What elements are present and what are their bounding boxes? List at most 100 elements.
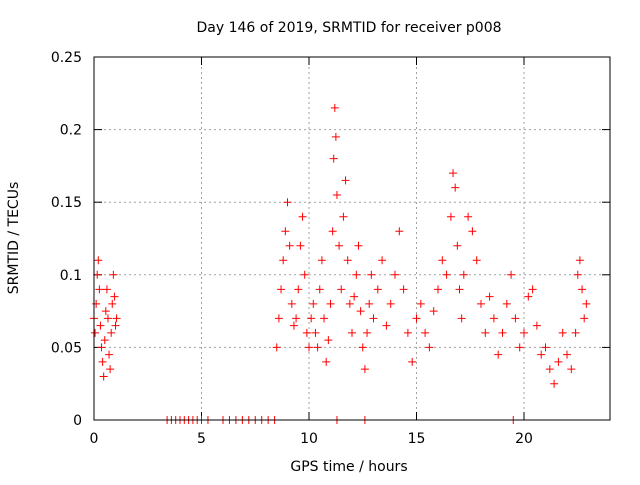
data-point: [352, 270, 361, 279]
data-point: [580, 314, 589, 323]
data-point: [92, 299, 101, 308]
data-point: [277, 285, 286, 294]
data-point: [356, 307, 365, 316]
data-point: [507, 270, 516, 279]
x-axis-label: GPS time / hours: [290, 459, 407, 475]
data-point: [367, 270, 376, 279]
data-point: [360, 365, 369, 374]
data-point: [97, 343, 106, 352]
x-tick-label: 10: [300, 431, 318, 447]
data-point: [449, 169, 458, 178]
data-point: [279, 256, 288, 265]
data-point: [285, 241, 294, 250]
data-point: [582, 299, 591, 308]
data-point: [421, 328, 430, 337]
data-point: [93, 270, 102, 279]
data-point: [298, 212, 307, 221]
data-point: [386, 299, 395, 308]
data-point: [102, 285, 111, 294]
x-tick-label: 20: [515, 431, 533, 447]
data-point: [287, 299, 296, 308]
data-point: [302, 328, 311, 337]
data-point: [296, 241, 305, 250]
data-point: [101, 307, 110, 316]
y-tick-label: 0.2: [60, 123, 82, 139]
data-point: [558, 328, 567, 337]
y-tick-label: 0.05: [51, 340, 82, 356]
data-point: [575, 256, 584, 265]
data-point: [294, 285, 303, 294]
x-tick-label: 15: [408, 431, 426, 447]
data-point: [489, 314, 498, 323]
data-point: [429, 307, 438, 316]
grid-lines: [94, 57, 610, 420]
data-point: [106, 365, 115, 374]
data-point: [331, 132, 340, 141]
data-point: [545, 365, 554, 374]
data-point: [365, 299, 374, 308]
y-tick-label: 0.25: [51, 50, 82, 66]
data-point: [515, 343, 524, 352]
data-point: [524, 292, 533, 301]
data-point: [345, 299, 354, 308]
data-point: [511, 314, 520, 323]
data-point: [382, 321, 391, 330]
data-point: [498, 328, 507, 337]
data-point: [571, 328, 580, 337]
data-point: [532, 321, 541, 330]
data-point: [350, 292, 359, 301]
data-point: [343, 256, 352, 265]
y-tick-label: 0: [73, 413, 82, 429]
data-point: [112, 314, 121, 323]
data-point: [329, 154, 338, 163]
data-point: [305, 343, 313, 352]
data-point: [481, 328, 490, 337]
data-point: [322, 357, 331, 366]
data-point: [94, 256, 103, 265]
data-point: [528, 285, 537, 294]
y-tick-label: 0.1: [60, 268, 82, 284]
data-point: [358, 343, 367, 352]
data-point: [339, 212, 348, 221]
data-point: [313, 343, 322, 352]
data-point: [563, 350, 571, 359]
data-point: [307, 314, 316, 323]
data-point: [541, 343, 550, 352]
chart-title: Day 146 of 2019, SRMTID for receiver p00…: [196, 20, 501, 36]
data-point: [502, 299, 511, 308]
data-point: [109, 270, 118, 279]
data-point: [110, 292, 119, 301]
data-point: [578, 285, 587, 294]
data-point: [111, 321, 120, 330]
data-point: [354, 241, 363, 250]
data-point: [438, 256, 447, 265]
data-point: [455, 285, 464, 294]
data-point: [391, 270, 399, 279]
data-point: [395, 227, 404, 236]
data-point: [324, 336, 333, 345]
data-point: [485, 292, 494, 301]
data-point: [363, 328, 372, 337]
data-point: [348, 328, 356, 337]
data-point: [550, 379, 559, 388]
data-point: [537, 350, 546, 359]
data-point: [108, 299, 117, 308]
data-point: [341, 176, 350, 185]
data-point: [446, 212, 455, 221]
data-point: [99, 372, 108, 381]
data-point: [573, 270, 582, 279]
data-point: [281, 227, 290, 236]
data-point: [494, 350, 503, 359]
data-point: [477, 299, 485, 308]
data-point: [300, 270, 309, 279]
data-point: [96, 321, 105, 330]
data-point: [434, 285, 442, 294]
data-point: [292, 314, 301, 323]
data-point: [105, 350, 114, 359]
data-point: [95, 285, 104, 294]
data-point: [567, 365, 576, 374]
data-point: [399, 285, 408, 294]
data-point: [317, 256, 326, 265]
data-point: [98, 357, 107, 366]
